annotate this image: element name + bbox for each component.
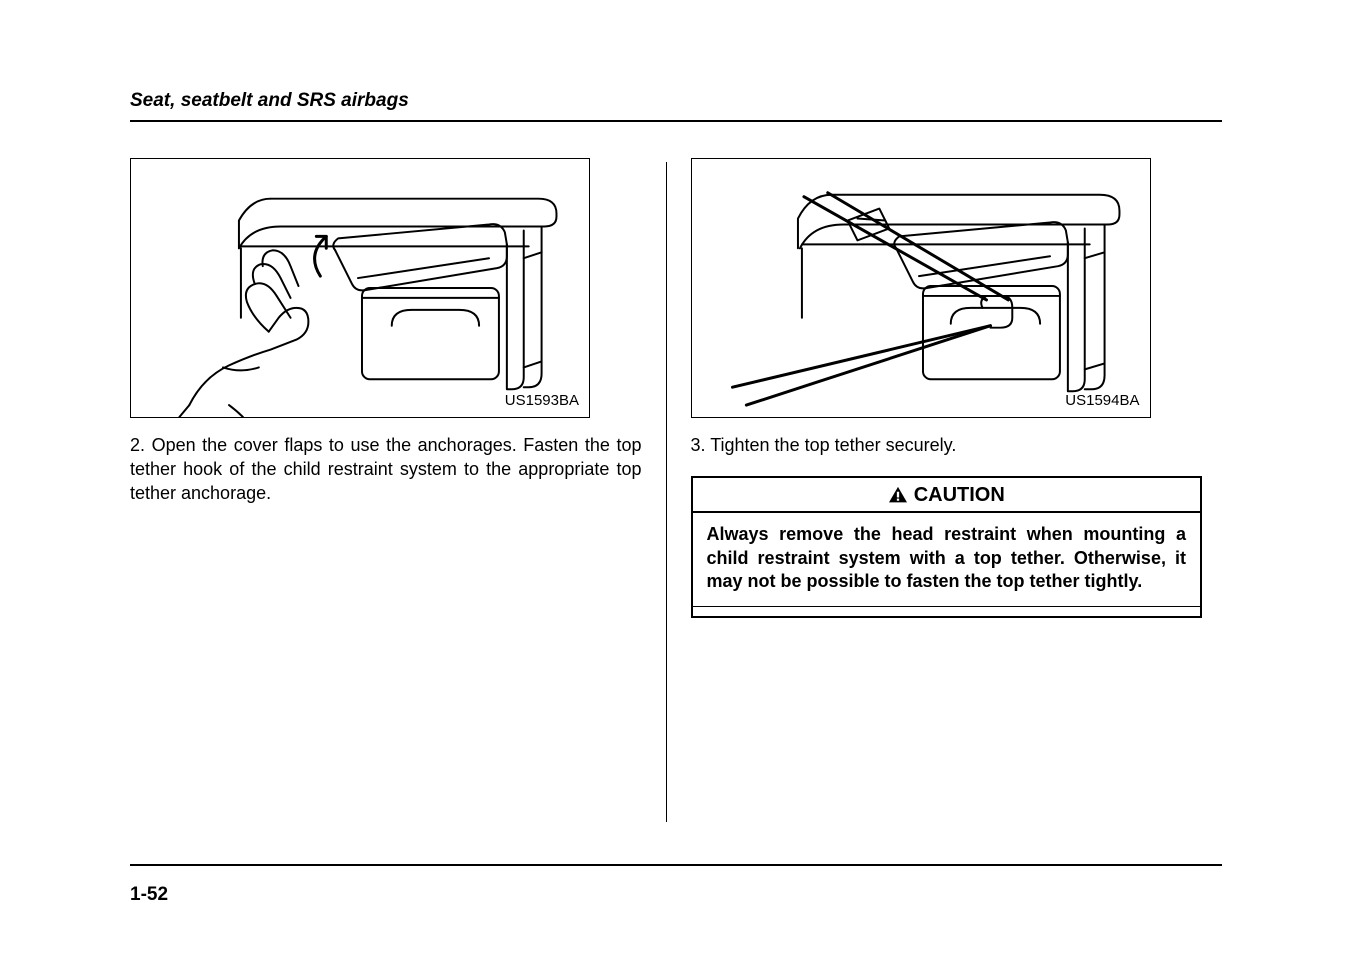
figure-label-right: US1594BA <box>1065 392 1139 409</box>
page-footer: 1-52 <box>130 864 1222 906</box>
caution-header: CAUTION <box>693 478 1201 513</box>
header-rule <box>130 120 1222 122</box>
tether-open-flap-illustration <box>131 159 589 417</box>
left-column: US1593BA 2. Open the cover flaps to use … <box>130 158 666 828</box>
step-2-text: 2. Open the cover flaps to use the ancho… <box>130 434 642 505</box>
warning-triangle-icon <box>888 486 908 504</box>
page-number: 1-52 <box>130 884 1222 906</box>
footer-rule <box>130 864 1222 866</box>
manual-page: Seat, seatbelt and SRS airbags <box>0 0 1352 954</box>
figure-left: US1593BA <box>130 158 590 418</box>
caution-label: CAUTION <box>914 484 1005 507</box>
step-3-text: 3. Tighten the top tether securely. <box>691 434 1203 458</box>
figure-label-left: US1593BA <box>505 392 579 409</box>
caution-box: CAUTION Always remove the head restraint… <box>691 476 1203 618</box>
figure-right: US1594BA <box>691 158 1151 418</box>
tether-tighten-illustration <box>692 159 1150 417</box>
content-columns: US1593BA 2. Open the cover flaps to use … <box>130 158 1222 828</box>
caution-body: Always remove the head restraint when mo… <box>693 513 1201 606</box>
section-title: Seat, seatbelt and SRS airbags <box>130 90 1222 112</box>
right-column: US1594BA 3. Tighten the top tether secur… <box>667 158 1223 828</box>
caution-bottom-rule <box>693 606 1201 616</box>
